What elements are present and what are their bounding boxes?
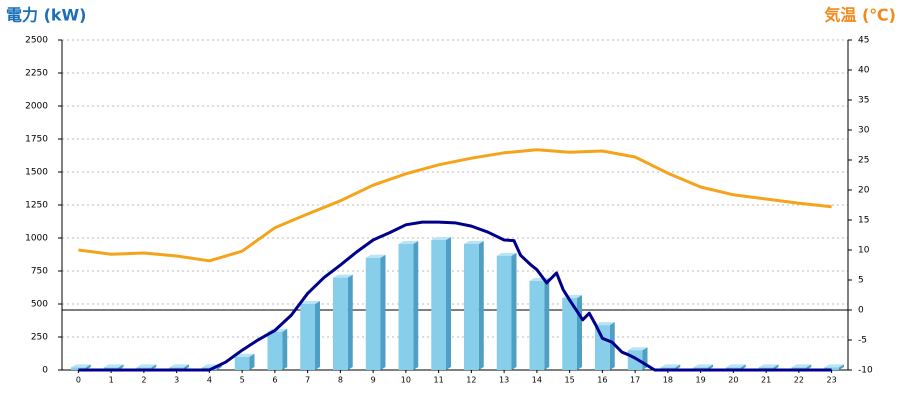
bar-side	[576, 295, 582, 370]
x-tick-label: 12	[466, 376, 476, 385]
bar	[234, 356, 250, 370]
y-tick-label: 2500	[25, 36, 48, 46]
bar	[464, 243, 479, 370]
y-tick-label: 250	[31, 333, 48, 343]
bar-top	[496, 252, 517, 256]
y2-tick-label: 5	[858, 276, 864, 286]
x-tick-label: 16	[597, 376, 607, 385]
bar	[595, 325, 610, 370]
y2-tick-label: 10	[858, 246, 870, 256]
bar	[365, 257, 381, 370]
bar	[562, 298, 577, 370]
x-tick-label: 14	[532, 376, 542, 385]
bar-top	[824, 364, 844, 368]
x-tick-label: 7	[305, 376, 310, 385]
bar	[333, 277, 348, 370]
x-tick-label: 6	[272, 376, 277, 385]
x-tick-label: 8	[338, 376, 343, 385]
line	[78, 220, 832, 372]
y2-tick-label: 45	[858, 36, 869, 46]
y-tick-label: 1000	[25, 234, 48, 244]
bar	[300, 304, 315, 370]
y2-tick-label: 30	[858, 126, 870, 136]
x-tick-label: 3	[174, 376, 179, 385]
bar-top	[595, 322, 615, 326]
x-tick-label: 5	[240, 376, 245, 385]
bar-top	[136, 364, 157, 368]
bar-top	[791, 364, 812, 368]
y2-tick-label: 20	[858, 186, 870, 196]
bar-top	[398, 240, 419, 244]
x-tick-label: 21	[761, 376, 771, 385]
x-tick-label: 9	[371, 376, 376, 385]
bar-side	[282, 328, 288, 370]
x-tick-label: 13	[499, 376, 509, 385]
bar	[431, 239, 446, 370]
x-tick-label: 11	[434, 376, 444, 385]
y-tick-label: 1250	[25, 201, 48, 211]
y2-tick-label: 35	[858, 96, 869, 106]
bar-top	[71, 364, 91, 368]
bar-side	[609, 322, 615, 370]
x-tick-label: 15	[565, 376, 575, 385]
bar-top	[234, 353, 255, 357]
x-tick-label: 17	[630, 376, 640, 385]
bar-top	[431, 236, 451, 240]
bar	[496, 255, 512, 370]
bar-top	[169, 364, 189, 368]
y2-tick-label: -10	[858, 366, 873, 376]
bar-top	[103, 364, 124, 368]
bar	[529, 280, 545, 370]
x-tick-label: 23	[827, 376, 837, 385]
x-tick-label: 1	[109, 376, 114, 385]
y-tick-label: 500	[31, 300, 48, 310]
y-tick-label: 0	[42, 366, 48, 376]
x-tick-label: 2	[141, 376, 146, 385]
y-tick-label: 1500	[25, 168, 48, 178]
bar-side	[413, 240, 419, 370]
y2-tick-label: 15	[858, 216, 869, 226]
bar-top	[627, 347, 648, 351]
bar	[398, 243, 414, 370]
bar-top	[333, 274, 353, 278]
y-axis-title: 電力 (kW)	[6, 6, 87, 25]
bar-side	[544, 277, 550, 370]
bar-side	[314, 301, 320, 370]
x-tick-label: 10	[401, 376, 411, 385]
y2-tick-label: -5	[858, 336, 867, 346]
bar-side	[511, 252, 517, 370]
line	[78, 148, 832, 263]
bar	[267, 331, 283, 370]
bar-top	[300, 301, 320, 304]
y-tick-label: 750	[31, 267, 48, 277]
x-tick-label: 20	[728, 376, 738, 385]
bar-side	[347, 274, 353, 370]
bar-side	[445, 236, 451, 370]
bar-top	[365, 254, 386, 258]
bar-side	[838, 364, 844, 370]
bar-side	[249, 353, 255, 370]
bar-top	[726, 364, 746, 368]
x-tick-label: 22	[794, 376, 804, 385]
x-tick-label: 19	[696, 376, 706, 385]
y-tick-label: 2250	[25, 69, 48, 79]
bar-top	[693, 364, 713, 368]
x-tick-label: 0	[76, 376, 81, 385]
y2-tick-label: 25	[858, 156, 869, 166]
x-tick-label: 4	[207, 376, 212, 385]
bar-side	[478, 240, 484, 370]
bar-side	[380, 254, 386, 370]
y2-tick-label: 40	[858, 66, 870, 76]
bar-top	[660, 364, 681, 368]
bar-top	[758, 364, 779, 368]
y-tick-label: 2000	[25, 102, 48, 112]
y-tick-label: 1750	[25, 135, 48, 145]
bar-top	[464, 240, 484, 244]
y2-tick-label: 0	[858, 306, 864, 316]
x-tick-label: 18	[663, 376, 673, 385]
y2-axis-title: 気温 (℃)	[824, 6, 896, 25]
